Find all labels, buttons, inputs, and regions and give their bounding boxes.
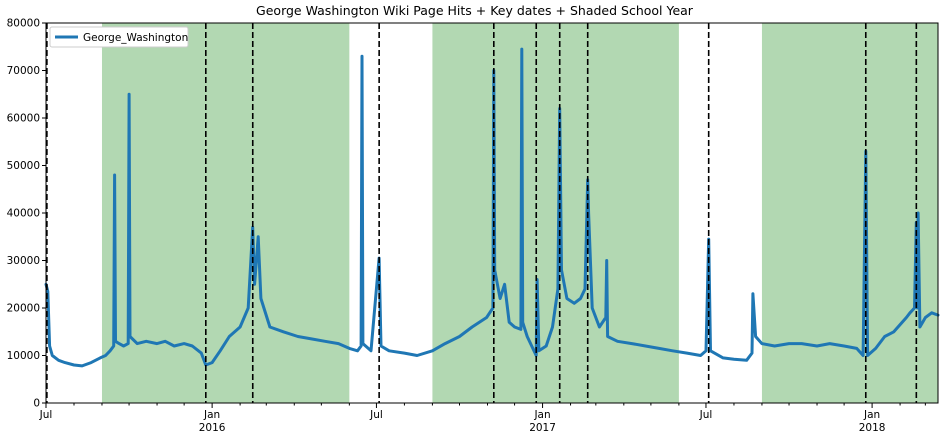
x-tick-year-label: 2018 [859, 422, 886, 434]
y-tick-label: 80000 [7, 18, 40, 30]
x-tick-label: Jul [39, 409, 53, 421]
x-tick-label: Jul [369, 409, 383, 421]
y-tick-label: 30000 [7, 255, 40, 267]
legend: George_Washington [49, 26, 189, 48]
school-year-band [101, 23, 350, 403]
y-axis: 0 10000 20000 30000 40000 50000 60000 70000 8000… [7, 18, 46, 410]
y-tick-label: 70000 [7, 65, 40, 77]
y-tick-label: 40000 [7, 208, 40, 220]
series-line-george-washington [44, 47, 940, 368]
y-tick-label: 0 [33, 398, 40, 410]
x-tick-year-label: 2016 [199, 422, 226, 434]
x-tick-year-label: 2017 [529, 422, 556, 434]
x-tick-label: Jul [699, 409, 713, 421]
legend-box [49, 26, 189, 48]
x-tick-label: Jan [863, 409, 880, 421]
key-date-lines [46, 23, 918, 403]
legend-label: George_Washington [83, 32, 188, 44]
school-year-band [761, 23, 938, 403]
y-tick-label: 10000 [7, 350, 40, 362]
series-line-layer [44, 47, 940, 368]
y-tick-label: 50000 [7, 160, 40, 172]
x-tick-label: Jan [203, 409, 220, 421]
y-tick-label: 60000 [7, 113, 40, 125]
y-tick-label: 20000 [7, 303, 40, 315]
x-tick-label: Jan [533, 409, 550, 421]
school-year-band [432, 23, 679, 403]
chart-title: George Washington Wiki Page Hits + Key d… [256, 3, 693, 18]
